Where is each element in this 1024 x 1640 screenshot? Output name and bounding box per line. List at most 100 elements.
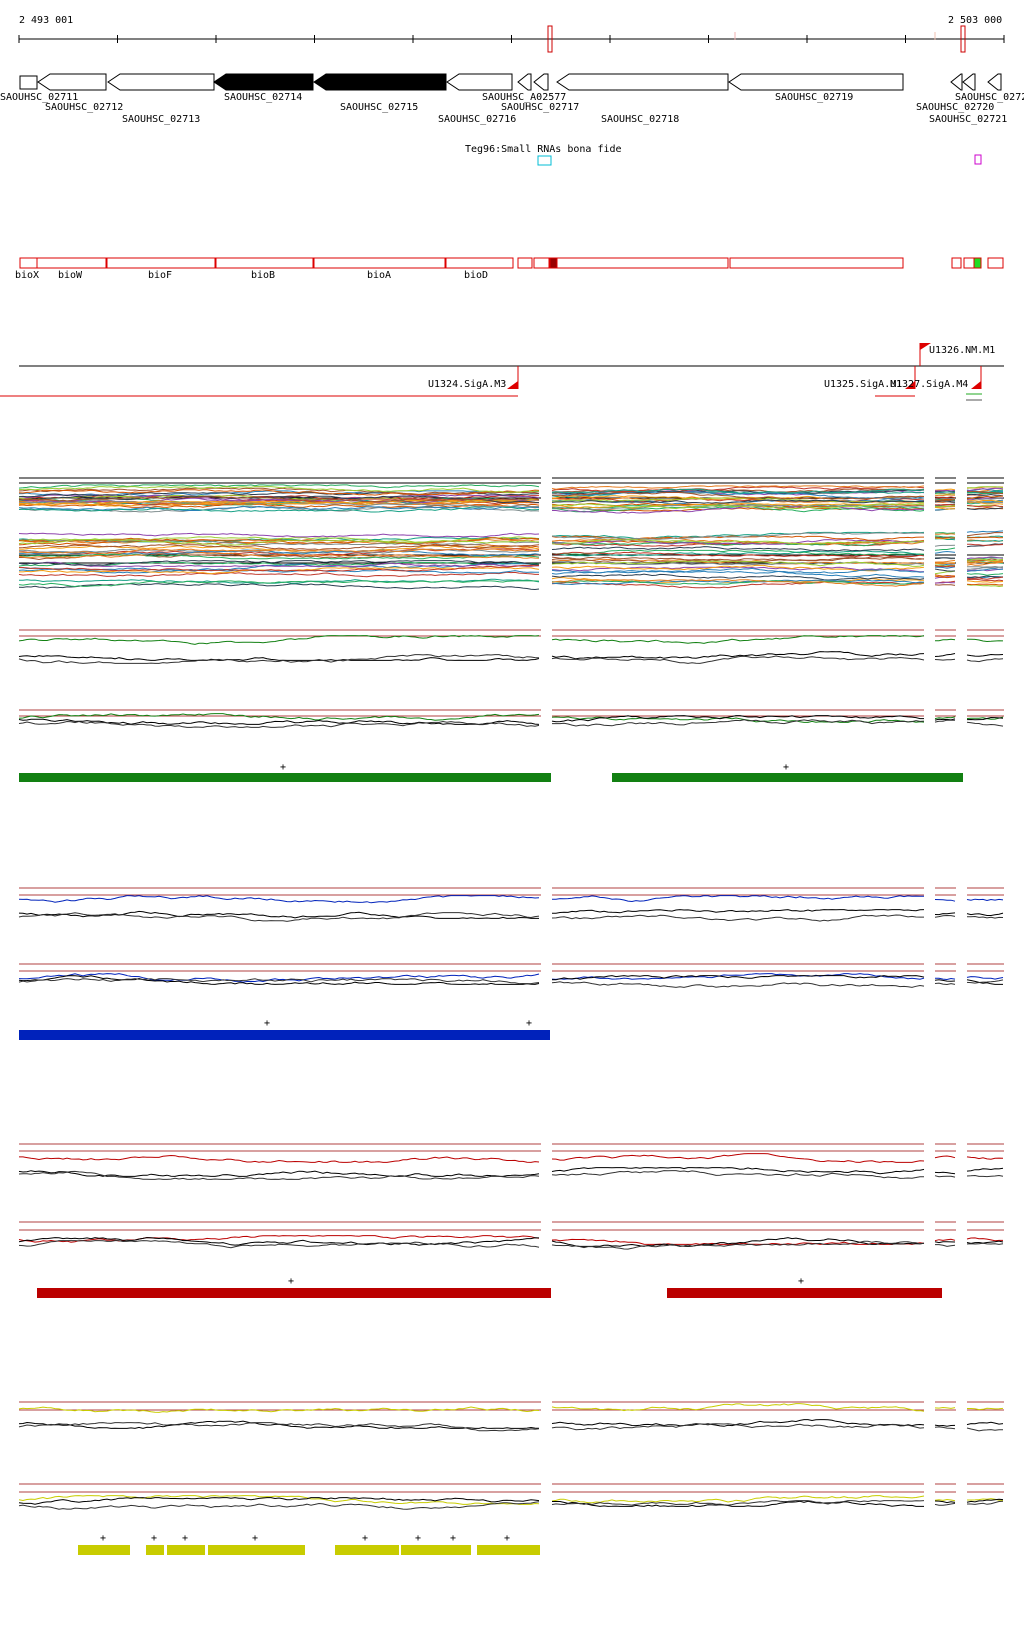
segment-marker: + [151, 1533, 157, 1544]
gene-label: SAOUHSC_02718 [601, 114, 679, 125]
small-rna-box[interactable] [974, 154, 982, 165]
gene-label: SAOUHSC_02717 [501, 102, 579, 113]
promoter-flag[interactable] [905, 381, 915, 389]
operon-box[interactable] [215, 257, 314, 269]
operon-gene-label: bioX [15, 270, 39, 281]
ruler-end-label: 2 503 000 [948, 15, 1002, 26]
segment-bar[interactable] [208, 1545, 305, 1555]
small-rna-track: Teg96:Small RNAs bona fide [465, 144, 982, 166]
segment-marker: + [252, 1533, 258, 1544]
segment-track-red: + + [37, 1276, 942, 1298]
gene-label: SAOUHSC_02720 [916, 102, 994, 113]
gene-arrow[interactable] [19, 75, 38, 90]
gene-label: SAOUHSC_02714 [224, 92, 302, 103]
segment-track-green: + + [19, 762, 963, 782]
gene-label: SAOUHSC_02721 [929, 114, 1007, 125]
promoter-track: U1326.NM.M1 U1324.SigA.M3 U1325.SigA.M1 … [0, 343, 1004, 401]
promoter-flag[interactable] [920, 343, 931, 350]
segment-bar[interactable] [146, 1545, 164, 1555]
promoter-flag[interactable] [507, 381, 518, 389]
gene-arrow[interactable] [533, 73, 549, 91]
segment-bar[interactable] [78, 1545, 130, 1555]
segment-track-blue: + + [19, 1018, 550, 1040]
operon-box[interactable] [106, 257, 216, 269]
gene-arrow[interactable] [446, 73, 513, 91]
gene-arrow[interactable] [987, 73, 1002, 91]
gene-track: SAOUHSC_02711 SAOUHSC_02712 SAOUHSC_0271… [0, 73, 1024, 125]
operon-box[interactable] [517, 257, 533, 269]
promoter-label: U1326.NM.M1 [929, 345, 995, 356]
segment-marker: + [182, 1533, 188, 1544]
segment-bar[interactable] [37, 1288, 551, 1298]
operon-box[interactable] [533, 257, 550, 269]
operon-track: bioX bioW bioF bioB bioA bioD [15, 257, 1004, 281]
operon-gene-label: bioA [367, 270, 391, 281]
segment-marker: + [526, 1018, 532, 1029]
gene-label: SAOUHSC_02715 [340, 102, 418, 113]
ruler-ticks [18, 35, 1005, 43]
segment-marker: + [450, 1533, 456, 1544]
gene-label: SAOUHSC_02716 [438, 114, 516, 125]
small-rna-box[interactable] [537, 155, 552, 166]
gene-arrow[interactable] [556, 73, 729, 91]
gene-label: SAOUHSC_0272 [955, 92, 1024, 103]
segment-track-yellow: + + + + + + + + [78, 1533, 540, 1555]
gene-arrow[interactable] [950, 73, 963, 91]
expression-profiles [18, 477, 1004, 1510]
operon-box[interactable] [549, 257, 558, 269]
segment-bar[interactable] [19, 1030, 550, 1040]
segment-bar[interactable] [612, 773, 963, 782]
ruler-marker [960, 25, 966, 53]
operon-box[interactable] [556, 257, 729, 269]
segment-bar[interactable] [167, 1545, 205, 1555]
promoter-label: U1325.SigA.M1 [824, 379, 902, 390]
segment-marker: + [100, 1533, 106, 1544]
gene-label: SAOUHSC_02713 [122, 114, 200, 125]
gene-arrow[interactable] [107, 73, 215, 91]
segment-marker: + [504, 1533, 510, 1544]
operon-box[interactable] [951, 257, 962, 269]
promoter-label: U1324.SigA.M3 [428, 379, 506, 390]
operon-gene-label: bioD [464, 270, 488, 281]
operon-box[interactable] [445, 257, 514, 269]
coordinate-ruler: 2 493 001 2 503 000 [18, 15, 1005, 53]
gene-label: SAOUHSC_02712 [45, 102, 123, 113]
gene-label: SAOUHSC_A02577 [482, 92, 566, 103]
segment-bar[interactable] [477, 1545, 540, 1555]
operon-box[interactable] [987, 257, 1004, 269]
segment-bar[interactable] [401, 1545, 471, 1555]
gene-arrow[interactable] [517, 73, 532, 91]
ruler-marker [547, 25, 553, 53]
segment-marker: + [415, 1533, 421, 1544]
segment-bar[interactable] [19, 773, 551, 782]
segment-marker: + [783, 762, 789, 773]
operon-box[interactable] [729, 257, 904, 269]
operon-box[interactable] [963, 257, 975, 269]
small-rna-label: Teg96:Small RNAs bona fide [465, 144, 622, 155]
promoter-flag[interactable] [971, 381, 981, 389]
segment-marker: + [264, 1018, 270, 1029]
operon-box[interactable] [19, 257, 38, 269]
segment-marker: + [362, 1533, 368, 1544]
operon-box[interactable] [313, 257, 446, 269]
segment-bar[interactable] [335, 1545, 399, 1555]
segment-marker: + [280, 762, 286, 773]
operon-box[interactable] [973, 257, 982, 269]
gene-arrow[interactable] [728, 73, 904, 91]
gene-arrow[interactable] [213, 73, 314, 91]
operon-gene-label: bioB [251, 270, 275, 281]
segment-marker: + [288, 1276, 294, 1287]
gene-arrow[interactable] [313, 73, 447, 91]
gene-arrow[interactable] [37, 73, 107, 91]
gene-label: SAOUHSC_02719 [775, 92, 853, 103]
promoter-label: U1327.SigA.M4 [890, 379, 968, 390]
operon-gene-label: bioW [58, 270, 83, 281]
operon-gene-label: bioF [148, 270, 172, 281]
gene-label: SAOUHSC_02711 [0, 92, 78, 103]
segment-bar[interactable] [667, 1288, 942, 1298]
segment-marker: + [798, 1276, 804, 1287]
ruler-start-label: 2 493 001 [19, 15, 73, 26]
operon-box[interactable] [36, 257, 107, 269]
gene-arrow[interactable] [962, 73, 976, 91]
